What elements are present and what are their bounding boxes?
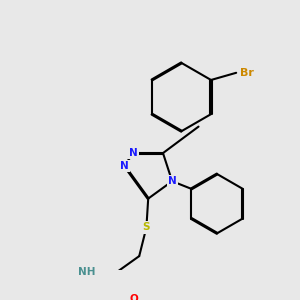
Text: N: N: [129, 148, 138, 158]
Text: N: N: [120, 161, 129, 171]
Text: S: S: [143, 222, 150, 233]
Text: Br: Br: [240, 68, 254, 78]
Text: N: N: [168, 176, 176, 186]
Text: NH: NH: [78, 267, 96, 277]
Text: O: O: [129, 294, 138, 300]
